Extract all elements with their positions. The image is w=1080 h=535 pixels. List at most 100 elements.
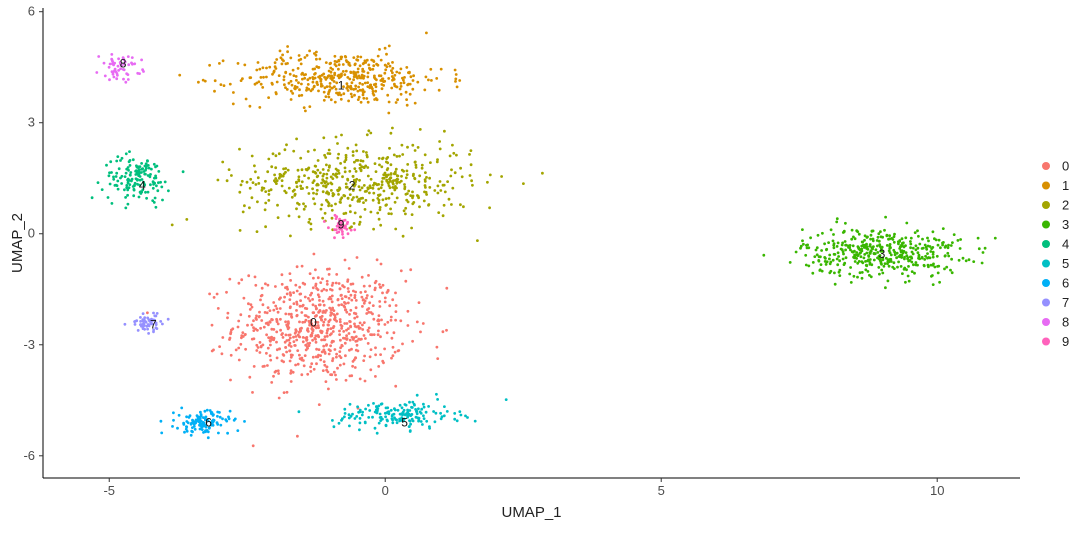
data-point [470, 179, 473, 183]
data-point [302, 106, 306, 109]
data-point [372, 191, 376, 195]
data-point [876, 244, 879, 248]
data-point [806, 243, 809, 247]
data-point [308, 76, 312, 80]
data-point [139, 320, 143, 323]
data-point [409, 194, 413, 198]
data-point [338, 320, 342, 324]
data-point [374, 85, 378, 89]
data-point [454, 77, 458, 81]
data-point [355, 159, 358, 162]
data-point [844, 256, 848, 260]
data-point [354, 180, 357, 184]
data-point [308, 299, 312, 303]
data-point [248, 206, 251, 210]
data-point [334, 228, 338, 232]
data-point [95, 71, 99, 74]
data-point [317, 89, 320, 93]
data-point [920, 247, 924, 250]
data-point [143, 172, 147, 176]
data-point [340, 133, 343, 137]
data-point [807, 264, 811, 268]
data-point [439, 411, 442, 415]
data-point [376, 54, 380, 58]
data-point [390, 212, 393, 216]
data-point [330, 216, 334, 220]
data-point [852, 255, 855, 259]
data-point [280, 62, 284, 66]
data-point [264, 322, 268, 325]
data-point [849, 266, 852, 269]
data-point [385, 331, 389, 335]
data-point [386, 406, 390, 410]
data-point [242, 296, 246, 300]
data-point [157, 181, 160, 185]
data-point [152, 162, 156, 166]
data-point [869, 237, 872, 241]
data-point [394, 291, 397, 295]
data-point [228, 409, 232, 413]
data-point [950, 271, 954, 275]
data-point [316, 83, 319, 86]
data-point [882, 264, 886, 268]
data-point [130, 179, 133, 183]
data-point [389, 176, 393, 180]
series-1-points [178, 31, 462, 115]
data-point [842, 252, 845, 256]
data-point [424, 75, 428, 79]
data-point [143, 316, 147, 319]
data-point [155, 184, 158, 188]
data-point [374, 182, 378, 186]
data-point [418, 174, 422, 178]
data-point [464, 414, 467, 418]
data-point [417, 407, 420, 411]
data-point [372, 60, 376, 63]
data-point [441, 330, 445, 334]
data-point [139, 323, 142, 326]
data-point [368, 355, 372, 359]
data-point [142, 324, 146, 327]
cluster-label-2: 2 [349, 179, 356, 193]
data-point [112, 177, 116, 181]
data-point [838, 268, 842, 272]
data-point [317, 303, 321, 307]
data-point [252, 319, 255, 323]
data-point [353, 311, 356, 315]
data-point [874, 248, 878, 252]
data-point [328, 318, 332, 322]
data-point [141, 312, 145, 315]
data-point [334, 373, 337, 377]
data-point [306, 78, 310, 82]
data-point [239, 342, 243, 346]
data-point [852, 235, 855, 239]
data-point [926, 252, 929, 256]
data-point [251, 444, 255, 448]
data-point [817, 259, 821, 263]
data-point [303, 76, 307, 80]
data-point [322, 220, 326, 223]
data-point [892, 261, 896, 265]
data-point [126, 193, 129, 197]
data-point [275, 340, 278, 344]
data-point [402, 169, 405, 173]
data-point [335, 273, 339, 276]
data-point [185, 218, 189, 221]
data-point [310, 362, 314, 366]
data-point [342, 362, 346, 366]
data-point [365, 153, 369, 157]
data-point [504, 398, 508, 401]
data-point [328, 62, 332, 66]
data-point [160, 185, 164, 189]
data-point [340, 303, 343, 306]
data-point [390, 417, 394, 420]
data-point [307, 297, 310, 300]
data-point [956, 239, 960, 242]
data-point [325, 176, 329, 180]
legend-key-3 [1042, 220, 1050, 229]
data-point [424, 190, 428, 194]
data-point [411, 196, 414, 200]
data-point [891, 265, 895, 269]
data-point [343, 160, 347, 164]
data-point [385, 157, 388, 161]
data-point [385, 52, 388, 56]
